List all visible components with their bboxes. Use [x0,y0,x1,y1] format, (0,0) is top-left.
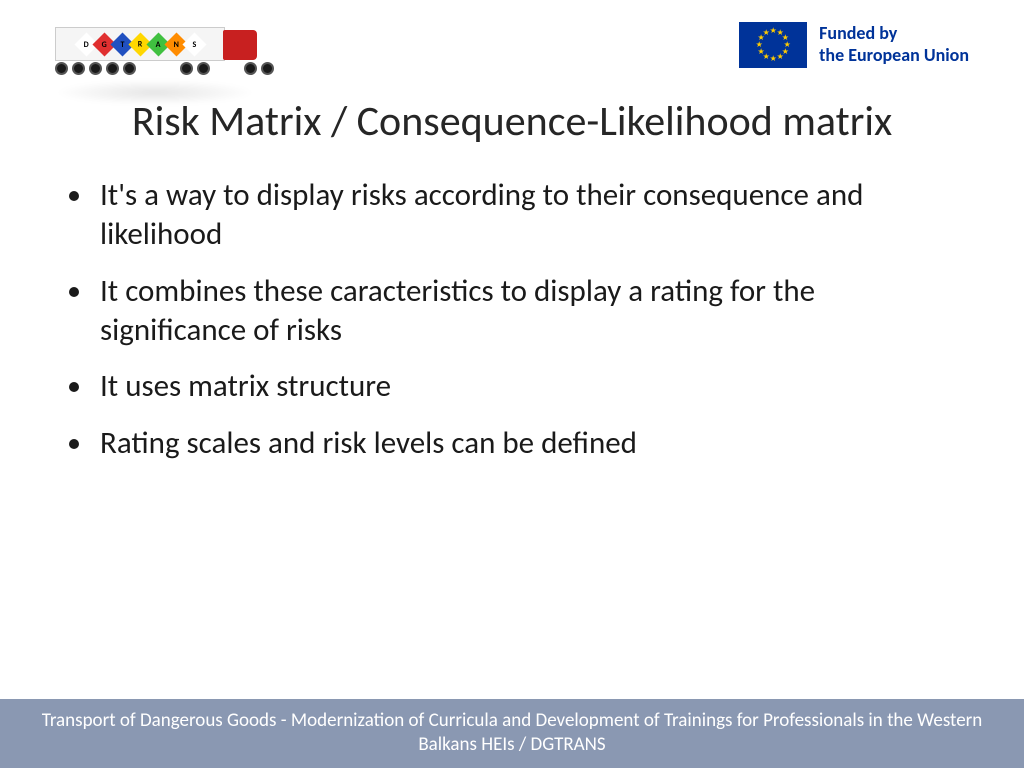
bullet-item: It uses matrix structure [95,367,964,406]
slide-header: DGTRANS ★★★★★★★★★★★★ Funded by the Europ… [0,0,1024,90]
hazmat-placard: S [182,32,206,56]
eu-flag-icon: ★★★★★★★★★★★★ [739,22,807,68]
bullet-list: It's a way to display risks according to… [0,166,1024,463]
bullet-item: Rating scales and risk levels can be def… [95,424,964,463]
bullet-item: It combines these caracteristics to disp… [95,272,964,350]
truck-cab [223,30,257,60]
truck-wheels [55,62,274,75]
dgtrans-truck-logo: DGTRANS [55,22,265,92]
eu-funding-text: Funded by the European Union [819,23,969,66]
eu-text-line2: the European Union [819,45,969,67]
truck-trailer: DGTRANS [55,27,225,61]
slide-footer: Transport of Dangerous Goods - Moderniza… [0,699,1024,768]
eu-text-line1: Funded by [819,23,969,45]
bullet-item: It's a way to display risks according to… [95,176,964,254]
eu-funding-logo: ★★★★★★★★★★★★ Funded by the European Unio… [739,22,969,68]
